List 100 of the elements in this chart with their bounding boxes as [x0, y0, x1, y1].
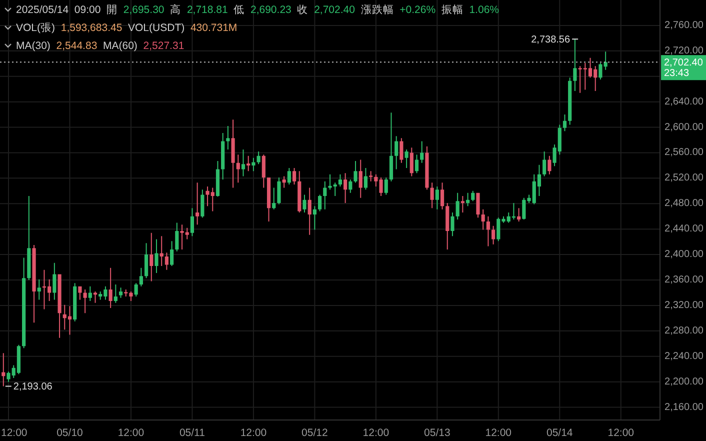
candlestick [164, 252, 168, 270]
candlestick [241, 150, 246, 176]
text: 23:43 [664, 68, 690, 80]
candlestick [476, 192, 480, 218]
candlestick [108, 268, 112, 308]
candlestick [144, 243, 148, 278]
candlestick [446, 203, 450, 250]
candlestick [118, 288, 123, 298]
candlestick [266, 178, 271, 222]
candlestick [318, 194, 322, 212]
candlestick [348, 179, 352, 193]
candlestick [2, 353, 6, 386]
y-tick-label: 2,640.00 [664, 96, 704, 108]
candlestick [354, 161, 358, 183]
candlestick [27, 196, 31, 280]
y-tick-label: 2,440.00 [664, 224, 704, 235]
annotation: 2,738.56 [531, 34, 570, 46]
candlestick [190, 208, 194, 236]
y-tick-label: 2,600.00 [664, 122, 704, 133]
y-tick-label: 2,520.00 [664, 172, 704, 184]
candlestick [404, 150, 408, 168]
candlestick [221, 133, 225, 180]
candlestick [200, 190, 204, 218]
candlestick [440, 182, 444, 210]
y-tick-label: 2,360.00 [664, 274, 704, 286]
candlestick [73, 283, 77, 322]
candlestick [481, 209, 485, 230]
candlestick [292, 168, 296, 185]
candlestick [389, 112, 394, 182]
candlestick [277, 178, 281, 204]
x-tick-label: 05/12 [302, 427, 328, 439]
candlestick [52, 262, 56, 300]
candlestick [414, 154, 419, 174]
annotation: 2,193.06 [13, 382, 53, 393]
candlestick [394, 136, 398, 170]
y-tick-label: 2,160.00 [664, 402, 704, 413]
candlestick [282, 176, 286, 188]
y-tick-label: 2,240.00 [664, 350, 704, 362]
candlestick [460, 196, 464, 213]
candlestick [568, 78, 572, 125]
candlestick [256, 151, 260, 164]
x-tick-label: 12:00 [608, 427, 634, 439]
candlestick [384, 178, 388, 195]
x-tick-label: 05/14 [546, 427, 573, 439]
candlestick [410, 148, 414, 176]
candlestick [252, 158, 256, 172]
candlestick [154, 239, 158, 273]
candlestick [302, 194, 306, 213]
candlestick [486, 216, 490, 246]
note: 2,193.06 [4, 382, 52, 393]
candlestick [236, 154, 240, 183]
y-tick-label: 2,400.00 [664, 249, 704, 260]
candlestick [114, 284, 118, 303]
x-tick-label: 05/11 [179, 427, 206, 439]
candlestick [175, 222, 179, 252]
candlestick [246, 156, 250, 172]
candlestick [308, 188, 312, 235]
candlestick [160, 236, 164, 266]
candlestick [196, 182, 200, 225]
candlestick [150, 232, 154, 282]
candlestick [562, 114, 567, 132]
candlestick [573, 39, 577, 91]
x-tick-label: 05/13 [424, 427, 450, 439]
candlestick [542, 151, 546, 176]
x-tick-label: 12:00 [485, 427, 512, 439]
candlestick [492, 226, 496, 244]
candlestick [32, 245, 36, 323]
candlestick [358, 160, 362, 198]
y-tick-label: 2,480.00 [664, 198, 704, 210]
candlestick [216, 161, 220, 197]
candlestick [430, 182, 434, 208]
y-tick-label: 2,280.00 [664, 325, 704, 336]
annotation: MA(30) 2,544.83 MA(60) 2,527.31 [16, 40, 184, 52]
y-tick-label: 2,720.00 [664, 45, 704, 56]
x-tick-label: 12:00 [362, 427, 390, 439]
candlestick [435, 186, 439, 210]
candlestick [88, 286, 92, 301]
candlestick [22, 258, 26, 348]
candlestick [364, 168, 368, 190]
x-tick-label: 12:00 [1, 427, 28, 439]
candlestick [262, 154, 266, 188]
candlestick [369, 171, 373, 182]
x-tick-label: 05/10 [56, 427, 84, 439]
y-tick-label: 2,560.00 [664, 147, 704, 158]
candlestick [78, 286, 82, 300]
note: 2,738.56 [531, 34, 579, 46]
candlestick [272, 188, 276, 210]
candlestick [450, 212, 454, 236]
candlestick [517, 208, 521, 222]
candlestick [170, 241, 174, 266]
x-tick-label: 12:00 [118, 427, 144, 439]
candlestick [548, 156, 552, 174]
candlestick [226, 126, 230, 150]
candlestick [83, 290, 87, 314]
candlestick [312, 206, 316, 230]
candlestick [344, 173, 348, 203]
candlestick [139, 268, 143, 286]
y-tick-label: 2,200.00 [664, 376, 704, 388]
candlestick [338, 174, 342, 186]
candlestick [58, 274, 62, 338]
